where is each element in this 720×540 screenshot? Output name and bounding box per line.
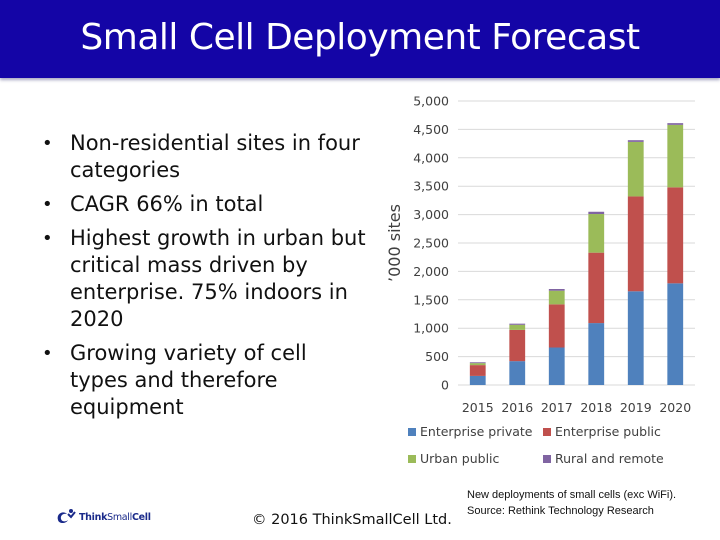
bullet-item: • CAGR 66% in total — [40, 191, 370, 218]
bullet-icon: • — [42, 228, 53, 249]
bar-segment-enterprise-private — [469, 375, 486, 385]
bar-segment-enterprise-public — [627, 196, 644, 292]
bar-segment-rural-and-remote — [627, 140, 644, 142]
bar-segment-urban-public — [469, 363, 486, 366]
legend-label: Enterprise public — [555, 424, 661, 439]
bar-segment-urban-public — [548, 290, 565, 305]
legend-label: Enterprise private — [420, 424, 533, 439]
legend-swatch — [543, 428, 551, 436]
source-line-2: Source: Rethink Technology Research — [467, 505, 654, 517]
bullet-text: Non-residential sites in four categories — [70, 131, 360, 182]
bar-segment-enterprise-private — [509, 361, 526, 385]
bar-segment-rural-and-remote — [548, 289, 565, 291]
y-tick-label: 4,000 — [413, 150, 449, 165]
chart-svg: 0 500 1,000 1,500 2,000 2,500 3,000 3,500 4,000 4… — [385, 94, 695, 466]
bar-segment-urban-public — [588, 214, 605, 253]
slide-title: Small Cell Deployment Forecast — [80, 16, 640, 58]
y-tick-label: 2,000 — [413, 264, 449, 279]
y-tick-label: 1,000 — [413, 321, 449, 336]
bar-segment-enterprise-private — [588, 323, 605, 385]
legend-swatch — [408, 428, 416, 436]
logo-icon — [57, 509, 76, 523]
bullet-icon: • — [42, 194, 53, 215]
bullet-item: • Highest growth in urban but critical ma… — [40, 225, 370, 333]
y-tick-label: 3,500 — [413, 179, 449, 194]
bullet-text: CAGR 66% in total — [70, 192, 264, 216]
bar-segment-rural-and-remote — [469, 362, 486, 364]
y-tick-label: 3,000 — [413, 207, 449, 222]
source-note: New deployments of small cells (exc WiFi… — [467, 487, 676, 519]
bar-segment-urban-public — [627, 141, 644, 197]
thinksmallcell-logo: ThinkSmallCell — [55, 508, 151, 526]
y-tick-label: 4,500 — [413, 122, 449, 137]
y-tick-label: 0 — [441, 378, 449, 393]
bar-segment-enterprise-public — [588, 252, 605, 324]
logo-text: ThinkSmallCell — [79, 512, 151, 523]
copyright-text: © 2016 ThinkSmallCell Ltd. — [252, 512, 452, 528]
logo-text-think: Think — [79, 511, 108, 523]
x-tick-label: 2017 — [541, 400, 573, 415]
bullet-text: Growing variety of cell types and theref… — [70, 341, 307, 419]
title-bar: Small Cell Deployment Forecast — [0, 0, 720, 78]
bullet-text: Highest growth in urban but critical mas… — [70, 226, 366, 331]
bar-segment-enterprise-private — [627, 291, 644, 385]
bar-segment-enterprise-private — [548, 347, 565, 385]
bar-segment-urban-public — [509, 324, 526, 330]
bar-segment-rural-and-remote — [667, 123, 684, 125]
bullet-icon: • — [42, 133, 53, 154]
legend-label: Urban public — [420, 451, 500, 466]
x-tick-label: 2020 — [659, 400, 691, 415]
x-tick-label: 2019 — [620, 400, 652, 415]
bar-segment-enterprise-public — [667, 187, 684, 284]
bar-segment-enterprise-public — [548, 304, 565, 348]
bar-segment-enterprise-private — [667, 283, 684, 385]
bar-segment-rural-and-remote — [509, 323, 526, 325]
x-tick-label: 2018 — [580, 400, 612, 415]
x-tick-label: 2016 — [501, 400, 533, 415]
y-tick-label: 500 — [425, 349, 449, 364]
y-axis-label: ’000 sites — [385, 204, 404, 282]
source-line-1: New deployments of small cells (exc WiFi… — [467, 489, 677, 501]
y-tick-label: 2,500 — [413, 236, 449, 251]
bullet-icon: • — [42, 343, 53, 364]
bar-segment-enterprise-public — [509, 329, 526, 362]
bullet-list: • Non-residential sites in four categorie… — [40, 130, 370, 428]
stacked-bar-chart: 0 500 1,000 1,500 2,000 2,500 3,000 3,500 4,000 4… — [380, 88, 720, 483]
logo-text-small: Small — [107, 511, 132, 523]
bullet-item: • Non-residential sites in four categorie… — [40, 130, 370, 184]
bar-segment-rural-and-remote — [588, 211, 605, 215]
legend-label: Rural and remote — [555, 451, 664, 466]
bar-segment-urban-public — [667, 124, 684, 188]
bar-segment-enterprise-public — [469, 365, 486, 376]
bullet-item: • Growing variety of cell types and there… — [40, 340, 370, 421]
logo-text-cell: Cell — [131, 511, 151, 523]
legend-swatch — [408, 455, 416, 463]
x-tick-label: 2015 — [462, 400, 494, 415]
y-tick-label: 5,000 — [413, 94, 449, 109]
legend-swatch — [543, 455, 551, 463]
y-tick-label: 1,500 — [413, 292, 449, 307]
